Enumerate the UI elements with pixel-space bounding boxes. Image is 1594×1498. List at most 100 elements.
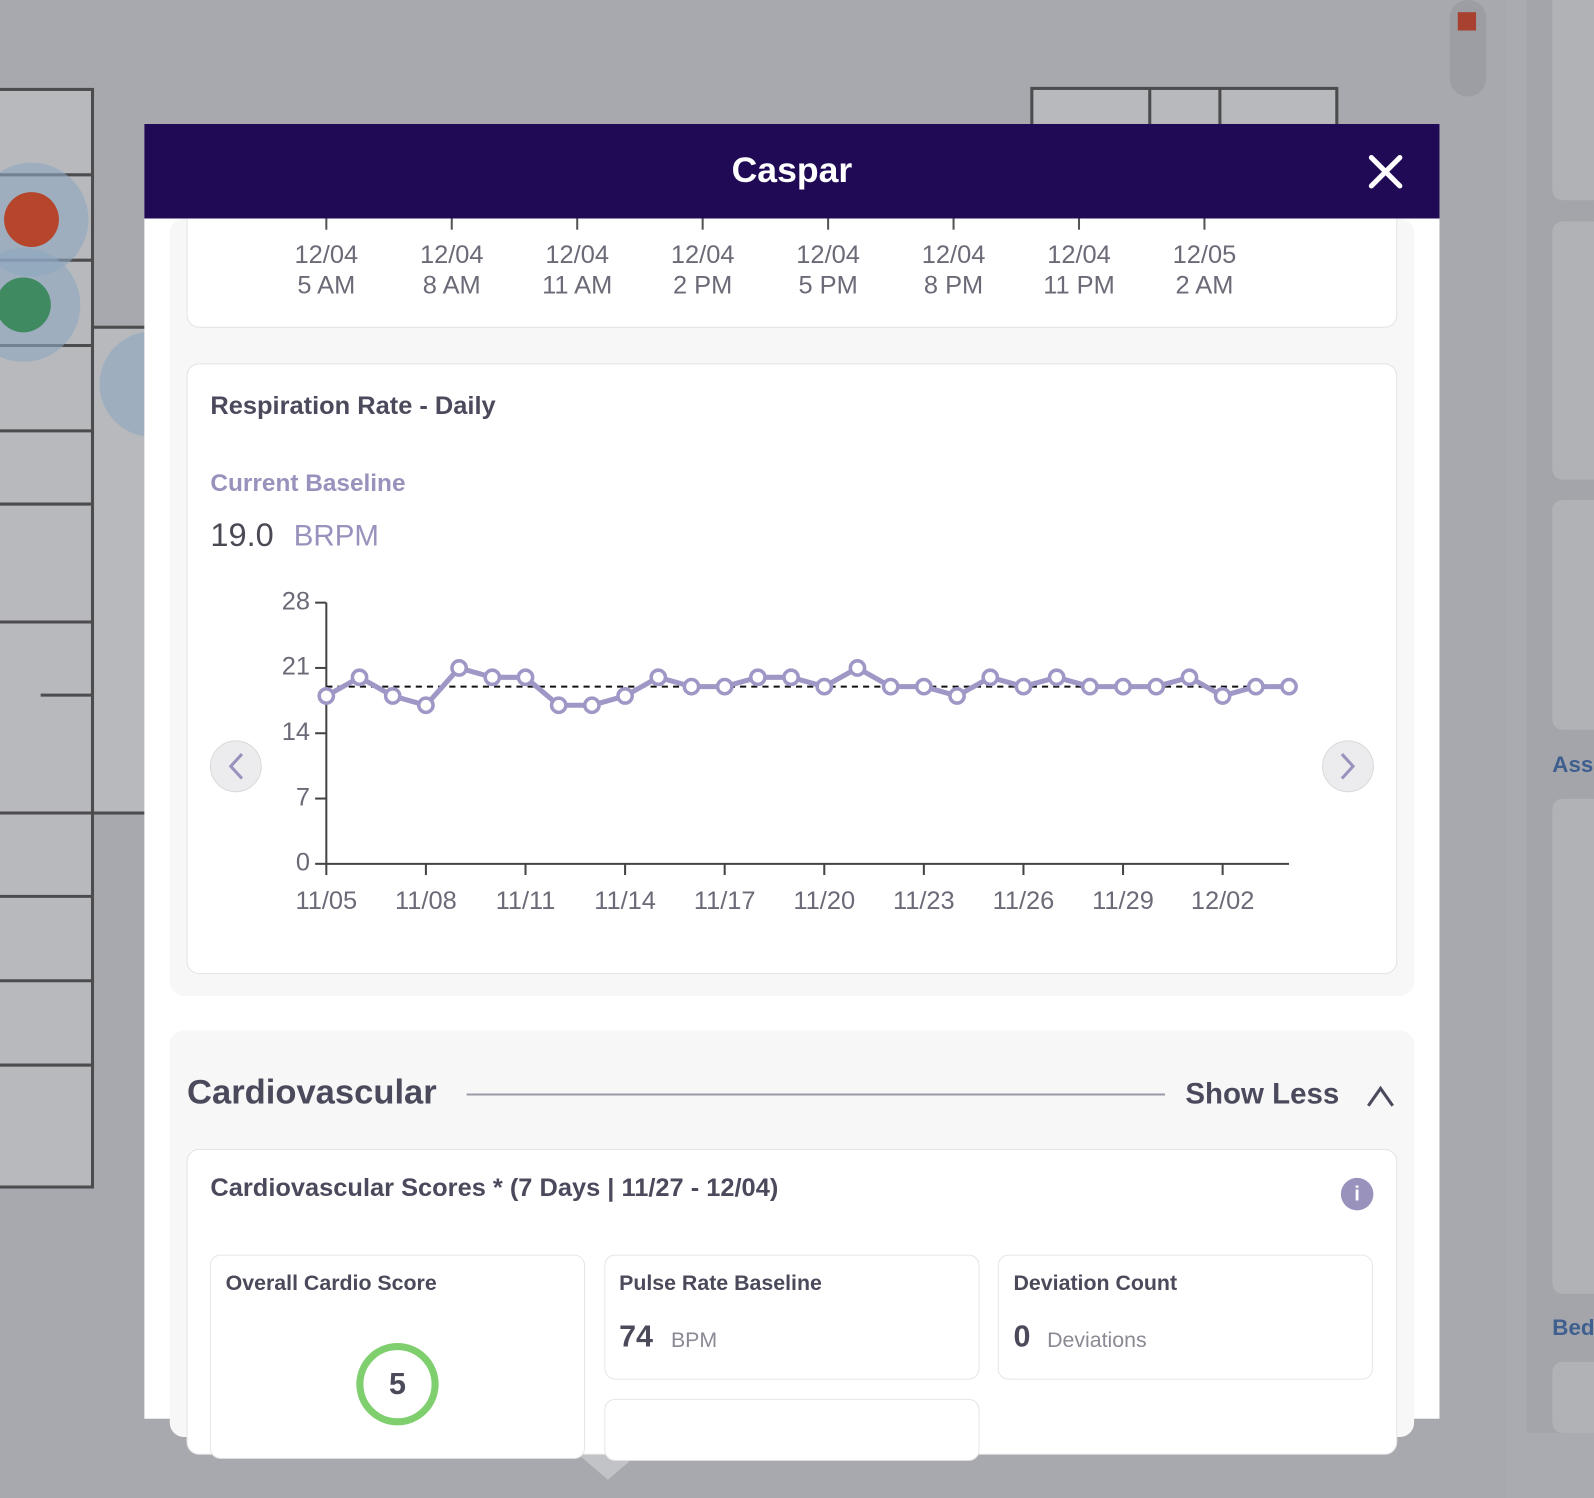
avatar[interactable] [4,192,59,247]
x-tick-label: 11/17 [694,887,756,915]
x-tick-label: 11/20 [793,887,855,915]
data-point [914,677,933,696]
modal-title: Caspar [732,150,853,190]
y-tick-label: 7 [296,783,310,811]
x-tick-label: 11/08 [395,887,457,915]
data-point [782,668,800,687]
data-point [450,659,469,677]
x-tick-label: 5 AM [297,271,355,299]
x-tick-label: 12/04 [796,241,860,269]
box-title: Deviation Count [1014,1271,1178,1295]
section-title: Cardiovascular [187,1074,437,1112]
x-tick-label: 11/05 [295,887,357,915]
x-tick-label: 11 AM [542,271,612,299]
data-point [483,668,502,687]
data-point [583,696,601,715]
data-point [1213,687,1232,705]
sidebar-card [1552,0,1594,201]
x-tick-label: 12/04 [420,241,484,269]
avatar[interactable] [0,277,51,333]
box-title: Overall Cardio Score [226,1271,437,1295]
data-point [1280,677,1298,696]
x-tick-label: 11/29 [1092,887,1154,915]
data-point [350,668,369,687]
score-ring [356,1343,439,1426]
data-point [848,659,867,677]
prev-button[interactable] [209,740,262,793]
info-glyph: i [1354,1184,1360,1206]
data-point [1014,677,1033,696]
data-point [417,696,435,715]
score-box [997,1254,1373,1380]
data-point [715,677,734,696]
x-tick-label: 5 PM [798,271,857,299]
data-point [1114,677,1132,696]
baseline-value: 19.0 [210,517,273,553]
x-tick-label: 11 PM [1043,271,1115,299]
data-point [948,687,966,705]
data-point [881,677,900,696]
x-tick-label: 12/05 [1173,241,1237,269]
x-tick-label: 12/04 [1047,241,1111,269]
box-title: Pulse Rate Baseline [619,1271,822,1295]
card-title: Cardiovascular Scores * (7 Days | 11/27 … [210,1174,778,1202]
baseline-unit: BRPM [294,519,379,552]
x-tick-label: 11/23 [893,887,955,915]
x-tick-label: 12/04 [545,241,609,269]
data-point [1047,668,1066,687]
box-value: 0 [1014,1319,1031,1353]
data-point [549,696,568,715]
baseline-label: Current Baseline [210,470,405,497]
data-point [616,687,634,705]
score-box [209,1254,586,1459]
sidebar-label: Bed [1552,1315,1594,1340]
data-point [383,687,402,705]
x-tick-label: 12/04 [922,241,986,269]
y-tick-label: 0 [296,849,310,877]
close-button[interactable] [1368,154,1403,189]
sidebar-card [1552,500,1594,730]
card-title: Respiration Rate - Daily [210,392,495,420]
x-tick-label: 11/26 [993,887,1055,915]
x-tick-label: 11/14 [594,887,656,915]
score-value: 5 [389,1367,406,1401]
x-tick-label: 12/02 [1191,887,1255,915]
box-unit: Deviations [1047,1328,1147,1352]
data-point [1080,677,1099,696]
data-point [981,668,1000,687]
y-tick-label: 28 [282,587,310,615]
x-tick-label: 2 PM [673,271,732,299]
respiration-chart: 0 7 14 21 28 11/05 11/08 11/11 11/14 11/17 11/20 11… [282,587,1298,915]
sidebar-card [1552,221,1594,480]
x-tick-label: 8 AM [423,271,481,299]
data-point [1180,668,1199,687]
prev-icon [228,753,244,780]
score-box [604,1398,980,1461]
data-point [317,687,336,705]
sidebar-label: Ass [1552,752,1593,777]
next-button[interactable] [1322,740,1374,793]
toggle[interactable]: Show Less [1185,1077,1339,1110]
info-icon[interactable] [1340,1177,1374,1211]
sidebar-card [1552,1361,1594,1433]
data-point [682,677,701,696]
indicator [1457,12,1477,31]
data-point [516,668,535,687]
data-point [815,677,834,696]
x-tick-label: 12/04 [671,241,735,269]
toggle-icon[interactable] [1367,1085,1394,1107]
y-tick-label: 14 [282,718,310,746]
score-box [604,1254,980,1380]
box-unit: BPM [671,1328,717,1352]
x-tick-label: 12/04 [295,241,359,269]
data-point [1246,677,1265,696]
y-tick-label: 21 [282,653,310,681]
x-tick-label: 11/11 [496,887,556,915]
x-tick-label: 8 PM [924,271,983,299]
next-icon [1340,753,1356,780]
x-tick-label: 2 AM [1175,271,1233,299]
box-value: 74 [619,1319,653,1353]
data-point [1147,677,1166,696]
